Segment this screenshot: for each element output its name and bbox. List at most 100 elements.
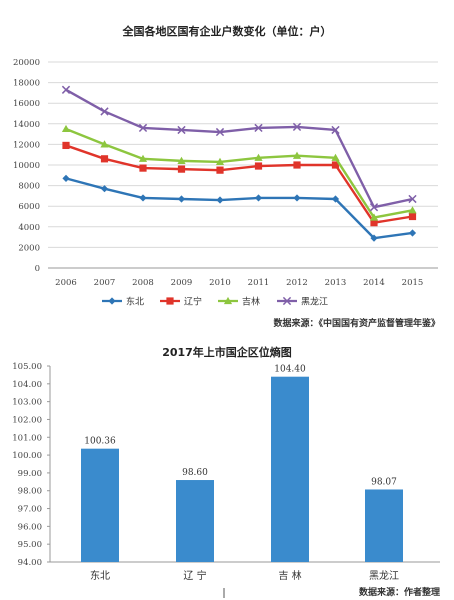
data-point-0-6 — [293, 194, 301, 202]
bar-3 — [365, 489, 403, 562]
data-point-3-9 — [408, 194, 417, 204]
legend-label-2: 吉林 — [242, 296, 260, 308]
data-point-1-6 — [293, 161, 301, 169]
y-tick-label: 14000 — [13, 120, 40, 130]
data-point-3-8 — [369, 203, 379, 212]
y-tick-label: 6000 — [18, 202, 40, 212]
y-tick-label: 100.00 — [12, 451, 42, 461]
y-tick-label: 12000 — [13, 140, 40, 150]
y-tick-label: 0 — [35, 264, 40, 274]
data-point-0-1 — [100, 185, 109, 193]
data-point-2-5 — [254, 153, 263, 161]
x-tick-label: 2006 — [55, 278, 77, 288]
x-tick-label: 2014 — [363, 278, 385, 288]
data-point-2-8 — [369, 213, 379, 221]
data-point-2-3 — [177, 156, 186, 164]
data-point-0-5 — [254, 194, 263, 202]
bar-0 — [81, 448, 119, 562]
data-point-3-4 — [215, 127, 225, 137]
legend-marker-2 — [223, 296, 233, 305]
data-point-2-4 — [215, 157, 225, 166]
data-point-2-9 — [408, 206, 417, 214]
data-point-2-7 — [331, 153, 340, 161]
data-point-3-1 — [100, 107, 109, 116]
x-tick-label: 2010 — [209, 278, 231, 288]
legend-marker-3 — [282, 296, 292, 306]
y-tick-label: 99.00 — [18, 469, 42, 479]
x-tick-label: 2013 — [325, 278, 347, 288]
bar-chart-title: 2017年上市国企区位熵图 — [162, 346, 292, 359]
series-line-0 — [65, 177, 413, 240]
data-point-1-1 — [100, 155, 109, 163]
x-tick-label: 2011 — [248, 278, 270, 288]
data-point-0-2 — [139, 194, 147, 202]
line-chart-title: 全国各地区国有企业户数变化（单位：户） — [122, 25, 332, 38]
bar-value-label-3: 98.07 — [371, 477, 397, 487]
y-tick-label: 4000 — [18, 223, 40, 233]
bar-value-label-1: 98.60 — [182, 468, 208, 478]
line-chart: 0 2000 4000 6000 8000 10000 12000 14000 16000 180… — [13, 58, 438, 308]
category-label-3: 黑龙江 — [369, 569, 399, 582]
bar-value-label-2: 104.40 — [274, 365, 306, 375]
data-point-1-4 — [216, 166, 224, 174]
y-tick-label: 105.00 — [12, 362, 42, 372]
data-point-1-5 — [254, 162, 263, 170]
legend-label-3: 黑龙江 — [301, 296, 328, 308]
y-tick-label: 98.00 — [18, 487, 42, 497]
y-tick-label: 102.00 — [12, 415, 42, 425]
y-tick-label: 96.00 — [18, 522, 42, 532]
data-point-3-5 — [254, 123, 263, 133]
data-point-3-2 — [138, 123, 148, 133]
y-tick-label: 20000 — [13, 58, 40, 68]
bar-value-label-0: 100.36 — [84, 437, 116, 447]
y-tick-label: 97.00 — [18, 505, 42, 515]
y-tick-label: 8000 — [18, 182, 40, 192]
x-tick-label: 2015 — [402, 278, 424, 288]
y-tick-label: 2000 — [18, 243, 40, 253]
bar-2 — [271, 376, 309, 562]
x-tick-label: 2008 — [132, 278, 154, 288]
x-tick-label: 2012 — [286, 278, 308, 288]
legend-marker-1 — [166, 297, 174, 305]
data-point-3-3 — [177, 125, 186, 135]
y-tick-label: 94.00 — [18, 558, 42, 568]
series-line-2 — [65, 127, 413, 219]
data-point-0-8 — [370, 234, 378, 242]
category-label-0: 东北 — [90, 569, 110, 582]
data-point-0-3 — [177, 195, 186, 203]
y-tick-label: 101.00 — [12, 433, 42, 443]
line-chart-source: 数据来源：《中国国有资产监督管理年鉴》 — [273, 319, 440, 329]
data-point-2-2 — [138, 154, 148, 162]
category-label-1: 辽 宁 — [183, 569, 206, 582]
data-point-2-0 — [61, 124, 71, 133]
bar-chart-source: 数据来源：作者整理 — [358, 588, 440, 598]
data-point-0-4 — [216, 196, 224, 204]
data-point-1-3 — [177, 165, 186, 173]
data-point-0-7 — [331, 195, 340, 203]
data-point-1-7 — [331, 161, 340, 169]
data-point-1-0 — [62, 141, 70, 150]
data-point-1-8 — [370, 219, 378, 227]
y-tick-label: 16000 — [13, 99, 40, 109]
data-point-1-9 — [408, 212, 417, 221]
data-point-0-0 — [62, 174, 70, 182]
series-line-3 — [65, 88, 413, 209]
y-tick-label: 103.00 — [12, 398, 42, 408]
y-tick-label: 104.00 — [12, 380, 42, 390]
y-tick-label: 18000 — [13, 79, 40, 89]
y-tick-label: 10000 — [13, 161, 40, 171]
x-tick-label: 2007 — [94, 278, 116, 288]
bar-1 — [176, 480, 214, 562]
legend-label-1: 辽宁 — [184, 296, 202, 308]
data-point-3-6 — [292, 122, 302, 132]
legend-marker-0 — [108, 297, 116, 305]
data-point-2-1 — [100, 140, 109, 148]
legend-label-0: 东北 — [126, 296, 144, 308]
x-tick-label: 2009 — [171, 278, 193, 288]
series-line-1 — [65, 144, 413, 224]
data-point-3-0 — [61, 85, 71, 94]
category-label-2: 吉 林 — [278, 569, 301, 582]
data-point-2-6 — [292, 151, 302, 159]
data-point-1-2 — [139, 164, 147, 172]
